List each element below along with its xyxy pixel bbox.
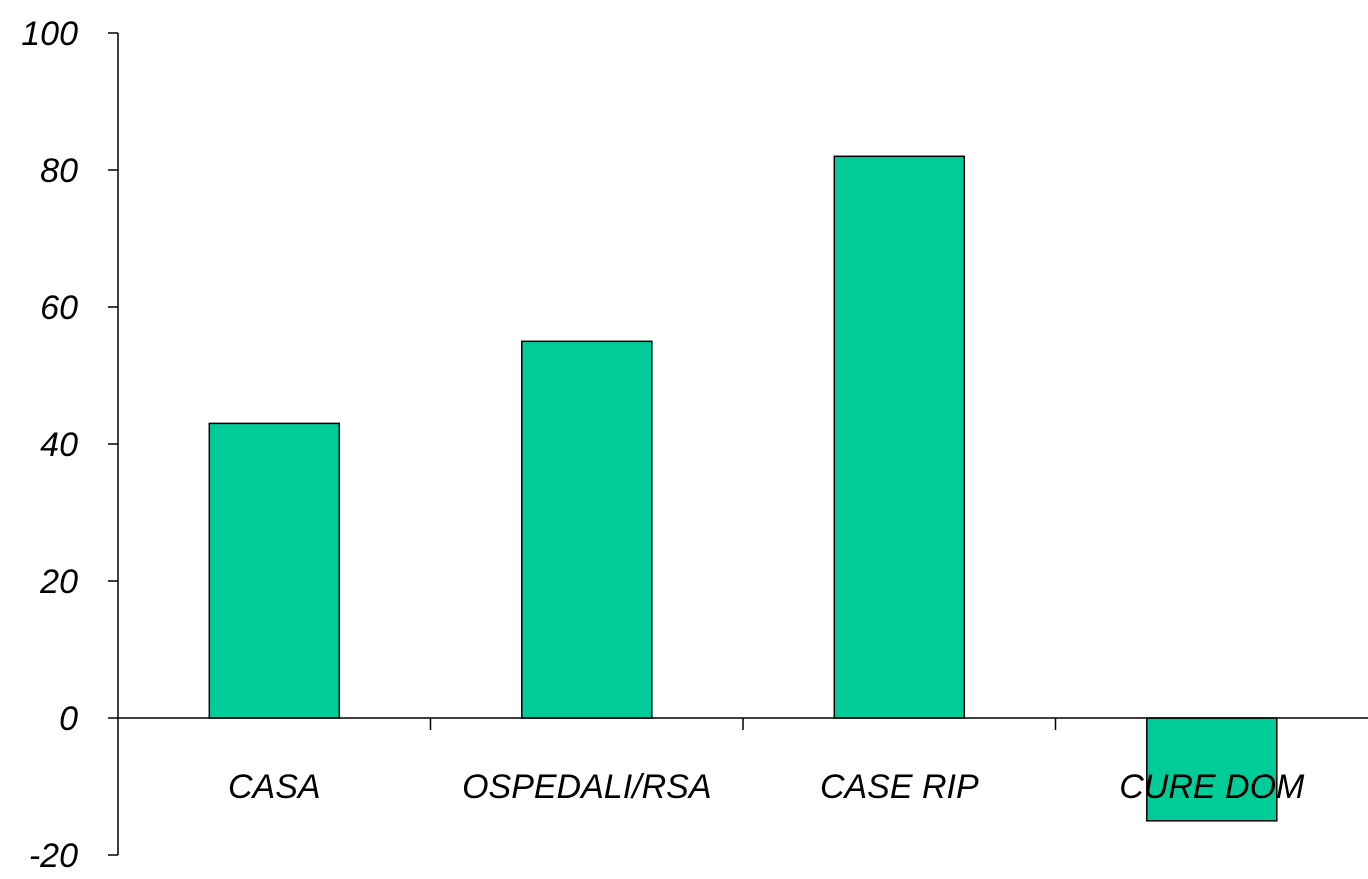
x-axis-labels: CASA OSPEDALI/RSA CASE RIP CURE DOM xyxy=(228,768,1305,806)
x-axis-ticks xyxy=(429,718,1057,730)
y-tick-label: 20 xyxy=(39,563,78,601)
y-tick-label: 80 xyxy=(40,152,78,190)
bars-layer xyxy=(208,155,1278,822)
y-tick-label: 100 xyxy=(21,15,78,53)
x-tick-label: CASE RIP xyxy=(820,768,979,806)
x-tick-label: CASA xyxy=(228,768,321,806)
y-tick-label: -20 xyxy=(29,837,78,874)
x-tick-label: CURE DOM xyxy=(1119,768,1305,806)
y-tick-label: 0 xyxy=(59,700,78,738)
x-tick-label: OSPEDALI/RSA xyxy=(462,768,711,806)
bar-case-rip xyxy=(833,155,966,719)
y-tick-label: 40 xyxy=(40,426,78,464)
bar-casa xyxy=(208,422,341,719)
y-axis-ticks: 100 80 60 40 20 0 -20 xyxy=(21,15,118,875)
y-tick-label: 60 xyxy=(40,289,78,327)
bar-cure-dom xyxy=(1146,717,1278,822)
bar-ospedali-rsa xyxy=(521,340,653,719)
